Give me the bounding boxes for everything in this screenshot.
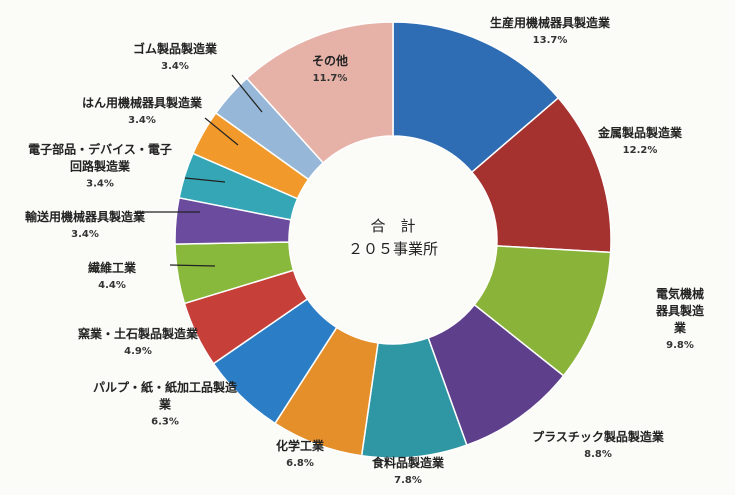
segment-label: 輸送用機械器具製造業 3.4% — [25, 209, 145, 243]
center-total: ２０５事業所 — [347, 240, 439, 258]
value-label: 3.4% — [161, 61, 189, 72]
category-label: 繊維工業 — [87, 261, 137, 275]
leader-line — [184, 177, 226, 183]
segment-label: パルプ・紙・紙加工品製造 業 6.3% — [93, 380, 237, 431]
value-label: 8.8% — [584, 449, 612, 460]
leader-line — [204, 117, 239, 146]
segment-label: その他 11.7% — [312, 53, 348, 87]
leader-line — [169, 264, 216, 267]
category-label: 生産用機械器具製造業 — [489, 16, 611, 30]
value-label: 3.4% — [128, 115, 156, 126]
category-label: プラスチック製品製造業 — [532, 430, 664, 444]
value-label: 12.2% — [622, 145, 658, 156]
category-label: 輸送用機械器具製造業 — [24, 210, 146, 224]
value-label: 3.4% — [86, 178, 114, 190]
segment — [245, 21, 394, 164]
center-title: 合 計 — [370, 217, 416, 235]
segment-label: 金属製品製造業 12.2% — [598, 125, 682, 159]
category-label: パルプ・紙・紙加工品製造 業 — [92, 380, 238, 412]
segment-label: 窯業・土石製品製造業 4.9% — [78, 326, 198, 360]
segment-label: 食料品製造業 7.8% — [372, 455, 444, 489]
leader-line — [231, 74, 263, 113]
category-label: その他 — [311, 54, 349, 68]
segment-label: プラスチック製品製造業 8.8% — [532, 429, 664, 463]
segment-label: 電子部品・デバイス・電子 回路製造業 3.4% — [28, 142, 172, 193]
value-label: 4.9% — [124, 346, 152, 357]
value-label: 9.8% — [666, 340, 694, 351]
category-label: 電子部品・デバイス・電子 回路製造業 — [28, 142, 172, 174]
category-label: 金属製品製造業 — [597, 126, 683, 140]
value-label: 6.3% — [151, 416, 179, 428]
segment-label: 繊維工業 4.4% — [88, 260, 136, 294]
segment — [392, 21, 560, 174]
category-label: 窯業・土石製品製造業 — [77, 327, 199, 341]
category-label: はん用機械器具製造業 — [81, 96, 203, 110]
value-label: 7.8% — [394, 475, 422, 486]
value-label: 6.8% — [286, 458, 314, 469]
segments — [174, 21, 612, 459]
value-label: 3.4% — [71, 229, 99, 240]
leader-lines — [135, 74, 263, 267]
value-label: 11.7% — [312, 73, 348, 84]
category-label: 電気機械器具製造業 — [655, 287, 704, 335]
segment-label: 化学工業 6.8% — [276, 438, 324, 472]
category-label: ゴム製品製造業 — [132, 42, 218, 56]
value-label: 4.4% — [98, 280, 126, 291]
value-label: 13.7% — [532, 35, 568, 46]
segment-label: はん用機械器具製造業 3.4% — [82, 95, 202, 129]
category-label: 食料品製造業 — [371, 456, 445, 470]
segment-label: 生産用機械器具製造業 13.7% — [490, 15, 610, 49]
segment-label: 電気機械器具製造業 9.8% — [653, 286, 708, 354]
category-label: 化学工業 — [275, 439, 325, 453]
segment-label: ゴム製品製造業 3.4% — [133, 41, 217, 75]
